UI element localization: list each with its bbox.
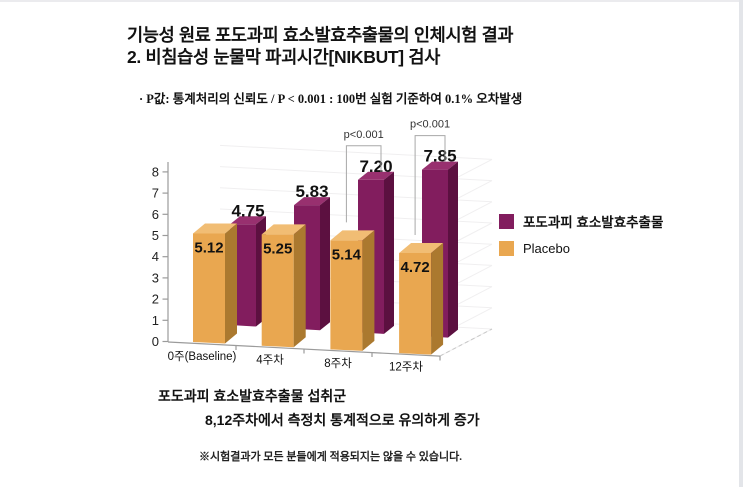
conclusion-line-1: 포도과피 효소발효추출물 섭취군	[158, 388, 347, 404]
svg-text:2: 2	[152, 292, 159, 307]
svg-text:6: 6	[152, 207, 159, 222]
svg-text:3: 3	[152, 270, 159, 285]
svg-text:0: 0	[152, 334, 159, 349]
svg-text:7: 7	[152, 186, 159, 201]
pvalue-note: · P값: 통계처리의 신뢰도 / P < 0.001 : 100번 실험 기준…	[139, 92, 523, 106]
svg-text:7.20: 7.20	[359, 157, 392, 176]
legend-item-extract: 포도과피 효소발효추출물	[499, 211, 719, 231]
svg-text:5.25: 5.25	[263, 240, 292, 257]
svg-text:12주차: 12주차	[389, 360, 423, 373]
svg-text:p<0.001: p<0.001	[410, 119, 450, 131]
svg-text:8: 8	[152, 164, 159, 179]
conclusion-line-2: 8,12주차에서 측정치 통계적으로 유의하게 증가	[205, 412, 480, 428]
svg-text:5.83: 5.83	[295, 182, 328, 201]
svg-text:4: 4	[152, 249, 159, 264]
svg-text:7.85: 7.85	[423, 147, 456, 166]
svg-text:4.75: 4.75	[231, 201, 264, 220]
svg-text:1: 1	[152, 313, 159, 328]
page-title: 기능성 원료 포도과피 효소발효추출물의 인체시험 결과 2. 비침습성 눈물막…	[127, 24, 514, 68]
svg-text:p<0.001: p<0.001	[344, 129, 384, 141]
legend-label-extract: 포도과피 효소발효추출물	[523, 215, 664, 230]
placebo-color-swatch	[499, 241, 514, 256]
title-line-1: 기능성 원료 포도과피 효소발효추출물의 인체시험 결과	[127, 25, 514, 45]
legend-item-placebo: Placebo	[499, 241, 719, 256]
svg-text:4.72: 4.72	[400, 259, 429, 276]
disclaimer-text: ※시험결과가 모든 분들에게 적용되지는 않을 수 있습니다.	[199, 451, 463, 463]
svg-text:5.14: 5.14	[332, 246, 362, 263]
svg-text:5: 5	[152, 228, 159, 243]
legend-label-placebo: Placebo	[523, 241, 570, 256]
svg-text:4주차: 4주차	[256, 353, 284, 366]
svg-text:5.12: 5.12	[194, 239, 223, 256]
svg-text:0주(Baseline): 0주(Baseline)	[168, 351, 237, 363]
top-border-line	[0, 0, 743, 2]
chart-legend: 포도과피 효소발효추출물 Placebo	[499, 211, 719, 266]
scrollbar-track[interactable]	[739, 0, 743, 487]
extract-color-swatch	[499, 213, 514, 229]
svg-text:8주차: 8주차	[324, 357, 352, 370]
title-line-2: 2. 비침습성 눈물막 파괴시간[NIKBUT] 검사	[127, 47, 441, 67]
